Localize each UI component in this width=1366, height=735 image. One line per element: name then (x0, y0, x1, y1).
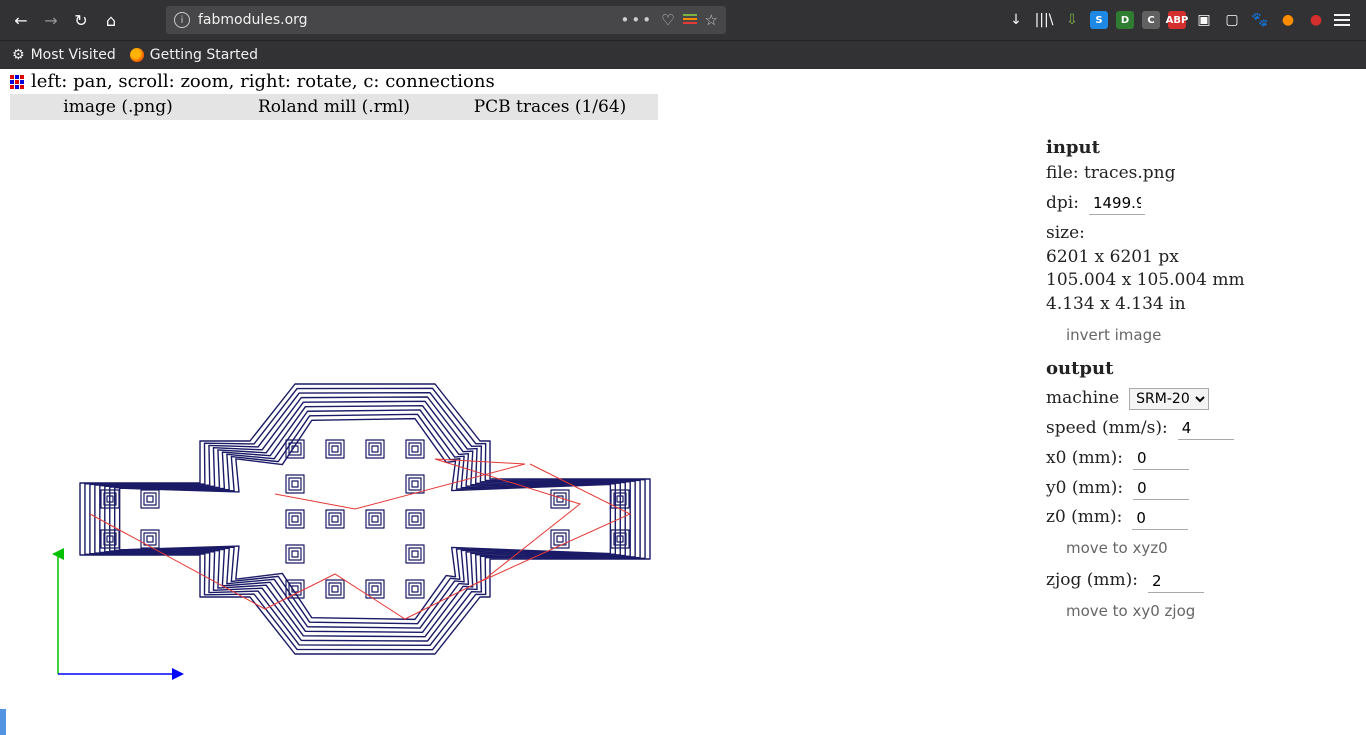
page-content: left: pan, scroll: zoom, right: rotate, … (0, 69, 1366, 677)
selection-stub (0, 709, 6, 735)
x0-label: x0 (mm): (1046, 447, 1123, 471)
x0-field[interactable] (1133, 447, 1189, 470)
move-xyz0-link[interactable]: move to xyz0 (1066, 538, 1346, 559)
ext-icon-box[interactable]: ▢ (1222, 10, 1242, 30)
move-xy0-zjog-link[interactable]: move to xy0 zjog (1066, 601, 1346, 622)
size-mm: 105.004 x 105.004 mm (1046, 269, 1346, 293)
file-row: file: traces.png (1046, 162, 1346, 186)
canvas[interactable] (10, 129, 1030, 669)
more-icon[interactable]: ••• (621, 11, 654, 29)
menu-output-format[interactable]: Roland mill (.rml) (226, 94, 442, 120)
zjog-field[interactable] (1148, 570, 1204, 593)
menu-bar: image (.png) Roland mill (.rml) PCB trac… (10, 94, 658, 120)
reload-button[interactable]: ↻ (67, 6, 95, 34)
hint-text: left: pan, scroll: zoom, right: rotate, … (31, 71, 495, 92)
speed-label: speed (mm/s): (1046, 417, 1168, 441)
url-text: fabmodules.org (198, 12, 621, 28)
home-button[interactable]: ⌂ (97, 6, 125, 34)
hint-bar: left: pan, scroll: zoom, right: rotate, … (0, 69, 1366, 94)
sidebar-icon[interactable]: ▣ (1194, 10, 1214, 30)
container-lines-icon[interactable] (683, 14, 697, 26)
back-button[interactable]: ← (7, 6, 35, 34)
canvas-svg (10, 129, 1030, 689)
modules-icon[interactable] (10, 75, 24, 89)
bookmarks-bar: ⚙ Most Visited Getting Started (0, 40, 1366, 69)
bookmark-label: Getting Started (150, 47, 258, 63)
output-heading: output (1046, 356, 1346, 381)
idm-icon[interactable]: ⇩ (1062, 10, 1082, 30)
bookmark-most-visited[interactable]: ⚙ Most Visited (12, 47, 116, 63)
gear-icon: ⚙ (12, 47, 25, 63)
menu-input-format[interactable]: image (.png) (10, 94, 226, 120)
menu-process[interactable]: PCB traces (1/64) (442, 94, 658, 120)
ext-icon-s[interactable]: S (1090, 11, 1108, 29)
downloads-icon[interactable]: ↓ (1006, 10, 1026, 30)
reader-icon[interactable]: ♡ (661, 11, 674, 29)
size-px: 6201 x 6201 px (1046, 246, 1346, 270)
library-icon[interactable]: |||\ (1034, 10, 1054, 30)
speed-field[interactable] (1178, 417, 1234, 440)
dpi-label: dpi: (1046, 192, 1079, 216)
machine-label: machine (1046, 387, 1119, 411)
url-bar[interactable]: i fabmodules.org ••• ♡ ☆ (166, 6, 726, 34)
bookmark-label: Most Visited (31, 47, 116, 63)
forward-button[interactable]: → (37, 6, 65, 34)
invert-image-link[interactable]: invert image (1066, 325, 1346, 346)
ext-icon-c[interactable]: C (1142, 11, 1160, 29)
side-panel: input file: traces.png dpi: size: 6201 x… (1046, 129, 1346, 632)
bookmark-star-icon[interactable]: ☆ (705, 11, 718, 29)
browser-toolbar: ← → ↻ ⌂ i fabmodules.org ••• ♡ ☆ ↓ |||\ … (0, 0, 1366, 40)
ext-icon-orange[interactable]: ● (1278, 10, 1298, 30)
size-label: size: (1046, 222, 1346, 246)
bookmark-getting-started[interactable]: Getting Started (130, 47, 258, 63)
file-name: traces.png (1084, 163, 1176, 183)
z0-label: z0 (mm): (1046, 506, 1122, 530)
firefox-icon (130, 48, 144, 62)
z0-field[interactable] (1132, 507, 1188, 530)
site-info-icon[interactable]: i (174, 12, 190, 28)
ext-icon-gnome[interactable]: 🐾 (1250, 10, 1270, 30)
machine-select[interactable]: SRM-20 (1129, 388, 1209, 410)
toolbar-right: ↓ |||\ ⇩ S D C ABP ▣ ▢ 🐾 ● ● (1006, 10, 1360, 30)
size-in: 4.134 x 4.134 in (1046, 293, 1346, 317)
ext-icon-red[interactable]: ● (1306, 10, 1326, 30)
zjog-label: zjog (mm): (1046, 569, 1138, 593)
file-label: file: (1046, 163, 1084, 183)
ext-icon-d[interactable]: D (1116, 11, 1134, 29)
dpi-field[interactable] (1089, 192, 1145, 215)
y0-field[interactable] (1133, 477, 1189, 500)
menu-button[interactable] (1334, 10, 1354, 30)
y0-label: y0 (mm): (1046, 477, 1123, 501)
ext-icon-abp[interactable]: ABP (1168, 11, 1186, 29)
input-heading: input (1046, 135, 1346, 160)
